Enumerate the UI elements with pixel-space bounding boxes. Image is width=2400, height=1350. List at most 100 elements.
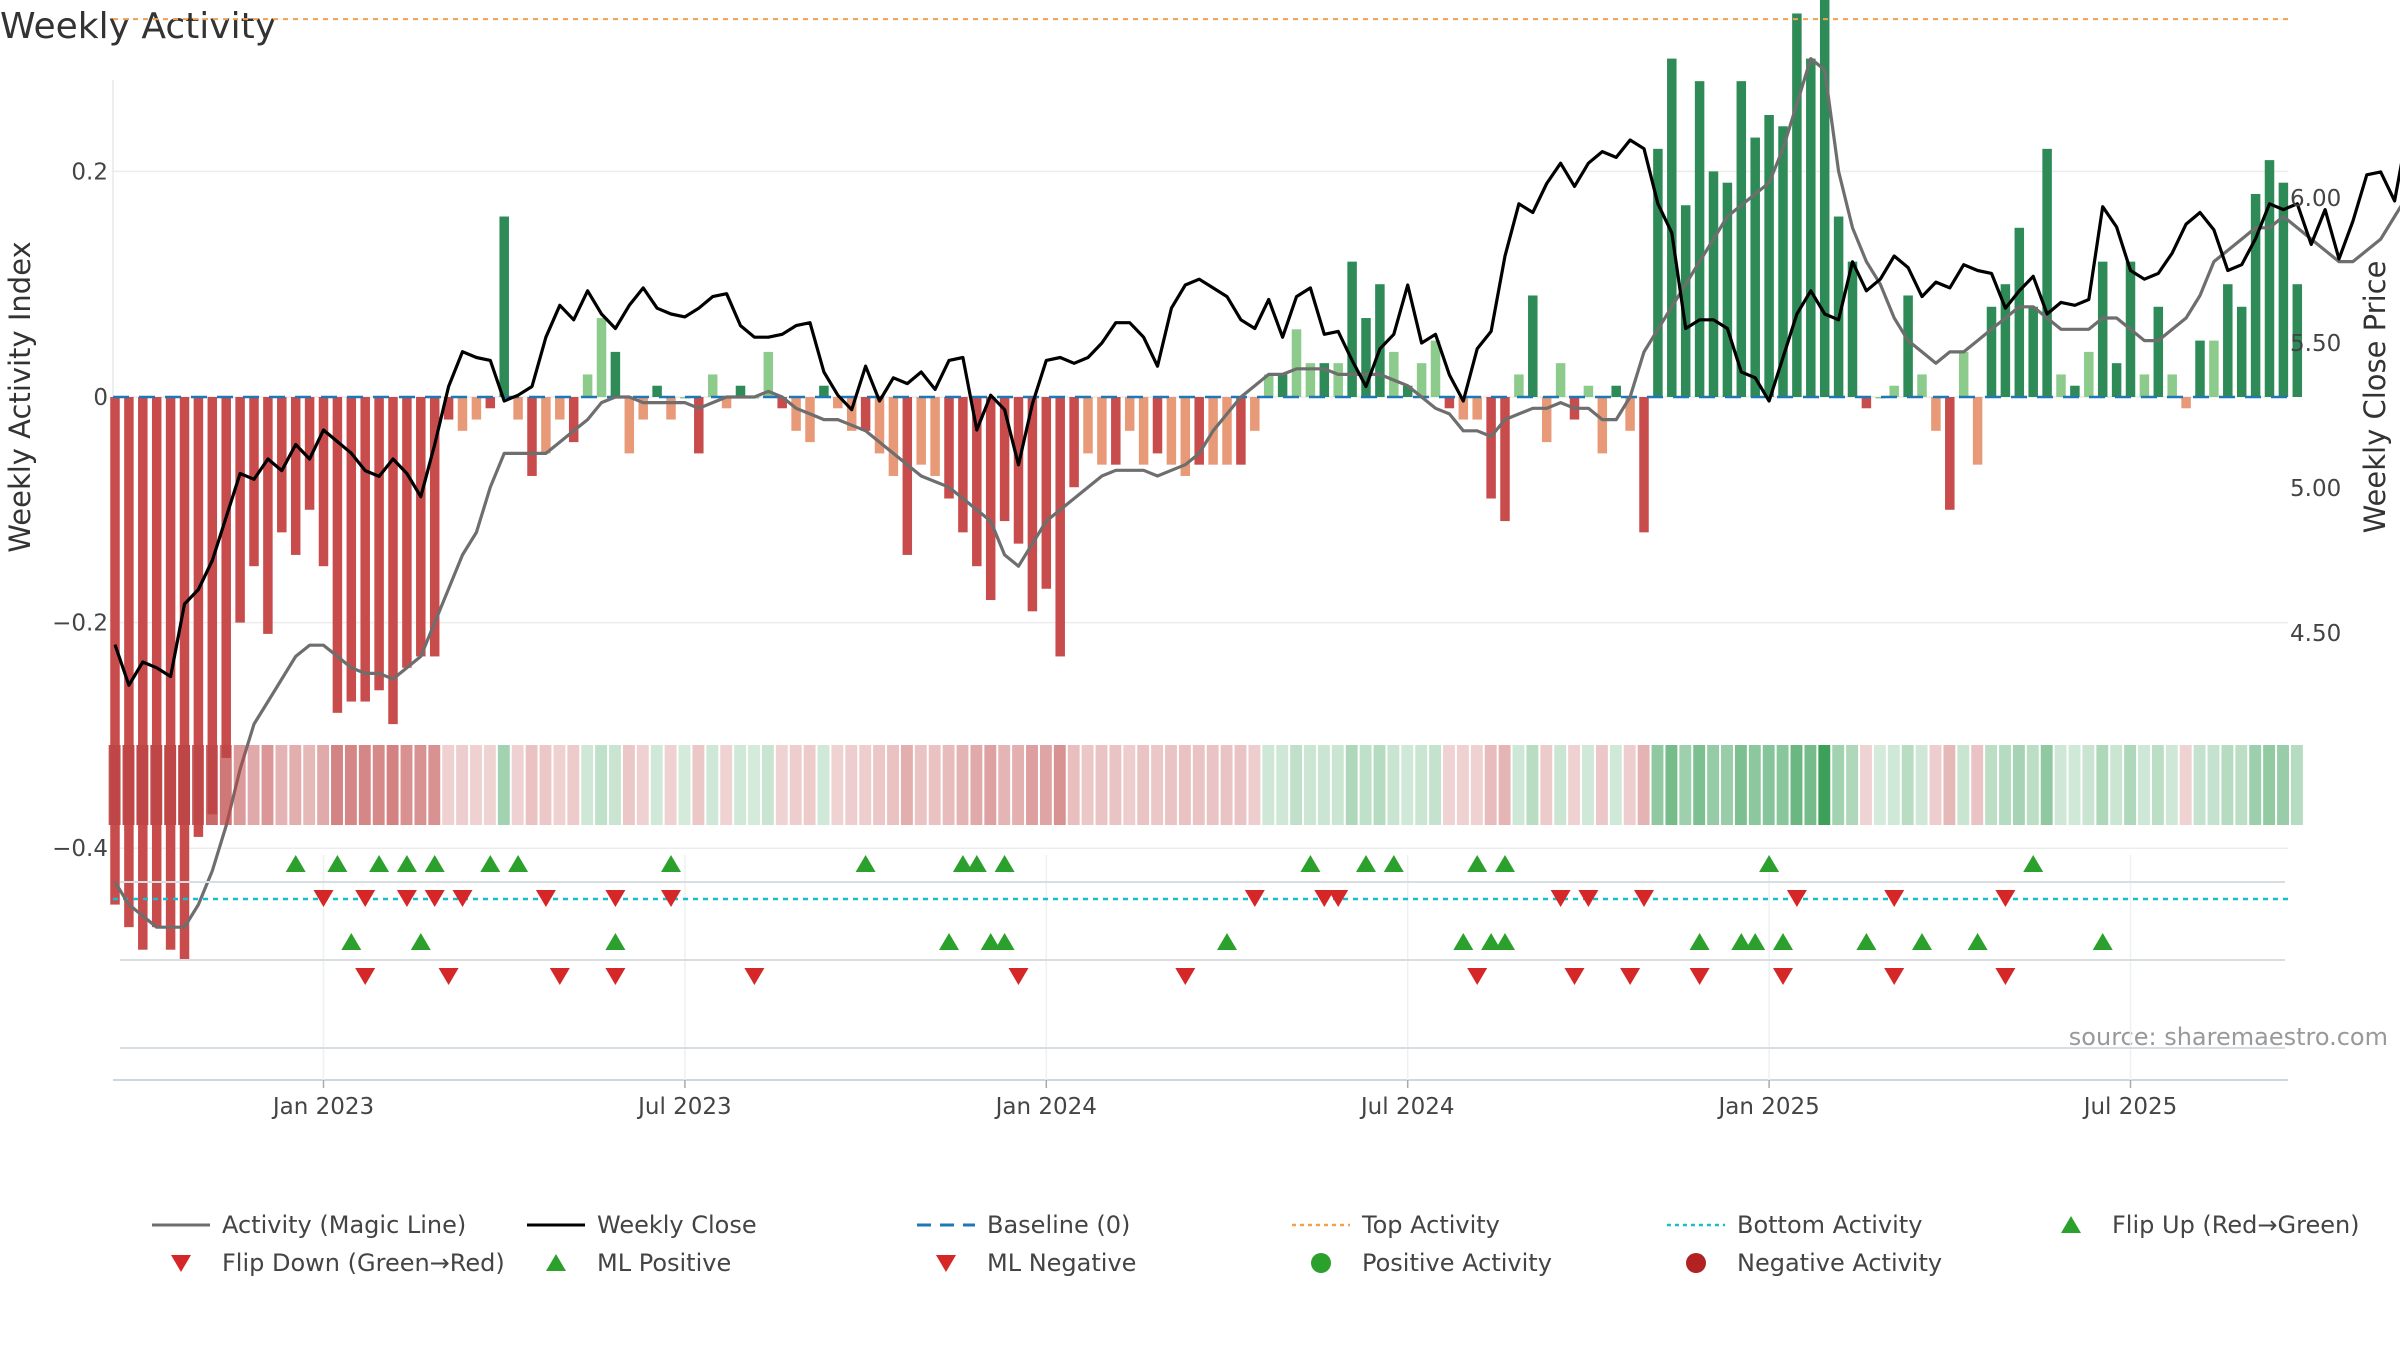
heat-cell [2054,745,2067,825]
heat-cell [1137,745,1150,825]
heat-cell [1734,745,1747,825]
heat-cell [1053,745,1066,825]
legend-symbol-shape [171,1255,191,1272]
flip-up-marker [2023,855,2044,872]
activity-bar [1305,363,1316,397]
heat-cell [1901,745,1914,825]
heat-cell [1804,745,1817,825]
heat-cell [1206,745,1219,825]
activity-bar [332,397,343,713]
flip-down-marker [1578,890,1599,907]
heat-cell [233,745,246,825]
legend-label: Bottom Activity [1737,1211,1923,1239]
heat-cell [1248,745,1261,825]
y2-tick-label: 5.50 [2290,331,2341,357]
activity-bar [346,397,357,702]
heat-cell [344,745,357,825]
flip-up-marker [508,855,529,872]
heat-cell [1470,745,1483,825]
heat-cell [331,745,343,825]
ml-negative-marker [438,968,459,985]
legend-item: Bottom Activity [1665,1205,1922,1245]
heat-cell [956,745,969,825]
activity-bar [1667,58,1677,397]
activity-bar [2223,284,2233,397]
flip-down-marker [313,890,334,907]
activity-bar [1152,397,1163,454]
activity-bar [1444,397,1455,409]
chart-title: Weekly Activity [0,6,276,47]
heat-cell [1012,745,1025,825]
y-tick-label: 0 [93,385,108,411]
heat-cell [1415,745,1428,825]
y2-axis-label: Weekly Close Price [2358,261,2392,534]
heat-cell [1081,745,1094,825]
signal-rows [120,855,2285,1049]
activity-bar [1625,397,1635,431]
activity-bar [721,397,732,409]
heat-cell [1387,745,1400,825]
heat-cell [748,745,760,825]
heat-cell [414,745,427,825]
x-tick-label: Jan 2025 [1716,1094,1819,1120]
heat-cell [1290,745,1303,825]
flip-down-marker [1884,890,1905,907]
flip-up-marker [1467,855,1488,872]
activity-bar [235,397,245,623]
ml-negative-marker [1884,968,1905,985]
heat-cell [1860,745,1872,825]
activity-bar [1764,115,1774,397]
legend-label: Positive Activity [1362,1249,1552,1277]
flip-up-marker [396,855,417,872]
heat-cell [1401,745,1414,825]
activity-bar [2056,374,2066,397]
heat-cell [859,745,872,825]
heat-cell [775,745,788,825]
legend-item: Flip Up (Red→Green) [2040,1205,2360,1245]
activity-bar [1917,374,1927,397]
heat-cell [2110,745,2123,825]
ml-positive-marker [1967,933,1988,950]
activity-bar [1722,182,1733,397]
activity-bar [652,385,662,397]
legend-item: ML Negative [915,1243,1136,1283]
heat-cell [150,745,163,825]
flip-up-marker [966,855,987,872]
heat-cell [470,745,482,825]
activity-bar [1138,397,1149,465]
heat-cell [1498,745,1511,825]
heat-cell [609,745,621,825]
y2-tick-label: 5.00 [2290,476,2341,502]
activity-bar [568,397,579,443]
activity-bar [1597,397,1608,454]
heat-cell [289,745,302,825]
heat-cell [1679,745,1692,825]
heat-cell [192,745,204,825]
ml-positive-marker [605,933,626,950]
heat-cell [1693,745,1706,825]
y-tick-label: 0.2 [71,159,108,185]
activity-bar [1013,397,1024,544]
activity-bar [777,397,787,409]
legend-item: Activity (Magic Line) [150,1205,466,1245]
activity-bar [1389,351,1399,397]
heat-cell [275,745,288,825]
heat-cell [1818,745,1831,825]
heat-cell [1276,745,1289,825]
heat-cell [442,745,455,825]
ml-positive-marker [1731,933,1752,950]
ml-positive-marker [410,933,431,950]
legend-symbol-icon [152,1223,210,1227]
activity-bar [179,397,190,961]
activity-bar [1430,340,1441,397]
heat-cell [511,745,524,825]
legend-symbol-icon [546,1254,566,1271]
heat-cell [1665,745,1678,825]
activity-bar [2181,397,2191,409]
weekly-close-line [113,138,2400,687]
activity-bar [860,397,871,431]
activity-bar [1375,284,1385,397]
activity-bar [1875,397,1886,399]
